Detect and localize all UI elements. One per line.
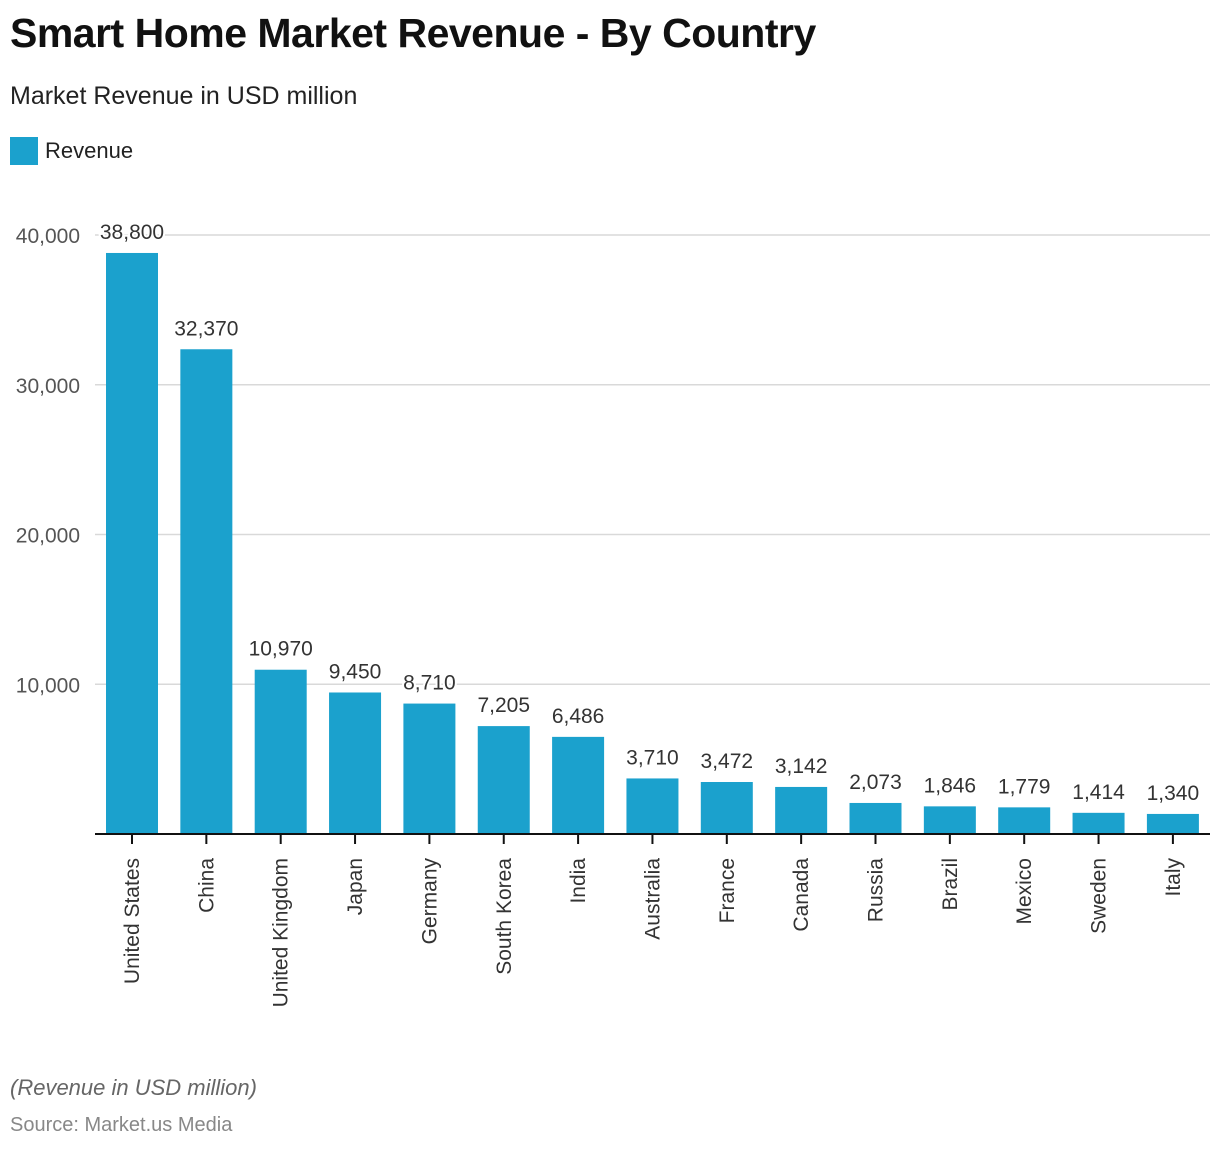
data-label: 1,414: [1072, 781, 1125, 804]
data-label: 2,073: [849, 771, 902, 794]
data-labels: 38,800 32,370 10,970 9,450 8,710 7,205 6,486 3,…: [98, 219, 1201, 807]
x-tick-label: Canada: [790, 858, 813, 932]
data-label: 1,846: [924, 774, 977, 797]
chart-subtitle: Market Revenue in USD million: [10, 82, 358, 110]
bar-chart: 10,000 20,000 30,000 40,000 38,800 32,370 10,…: [16, 219, 1210, 1007]
x-tick-label: Mexico: [1013, 858, 1036, 925]
x-tick-label: Sweden: [1088, 858, 1111, 934]
y-tick-label: 30,000: [16, 375, 80, 398]
bar: [1072, 812, 1125, 834]
gridlines: [95, 234, 1210, 685]
data-label: 10,970: [249, 638, 313, 661]
legend-swatch-revenue: [10, 137, 38, 165]
legend: Revenue: [10, 137, 133, 165]
chart-title: Smart Home Market Revenue - By Country: [10, 10, 816, 56]
y-axis-ticks: 10,000 20,000 30,000 40,000: [16, 225, 80, 697]
data-label: 7,205: [477, 694, 530, 717]
data-label: 8,710: [403, 672, 456, 695]
data-label: 38,800: [100, 221, 164, 244]
data-label: 9,450: [329, 660, 382, 683]
x-tick-label: China: [195, 858, 218, 913]
y-tick-label: 10,000: [16, 674, 80, 697]
bar: [700, 782, 753, 834]
x-tick-label: South Korea: [493, 858, 516, 975]
bar: [775, 786, 828, 834]
bar: [1146, 813, 1199, 834]
data-label: 1,779: [998, 775, 1051, 798]
data-label: 1,340: [1147, 782, 1200, 805]
bar: [849, 802, 902, 834]
bar: [923, 806, 976, 834]
x-axis-ticks: United States China United Kingdom Japan Ger…: [121, 834, 1185, 1007]
bar: [106, 252, 158, 835]
bar: [477, 726, 530, 834]
data-label: 3,710: [626, 746, 679, 769]
data-label: 3,142: [775, 755, 828, 778]
x-tick-label: Australia: [641, 858, 664, 940]
x-tick-label: Germany: [418, 858, 441, 945]
source-credit: Source: Market.us Media: [10, 1114, 233, 1136]
x-tick-label: France: [716, 858, 739, 923]
bar: [180, 349, 233, 834]
bar: [329, 692, 382, 834]
data-label: 3,472: [701, 750, 754, 773]
data-label: 6,486: [552, 705, 605, 728]
x-tick-label: Brazil: [939, 858, 962, 911]
bar: [552, 736, 605, 834]
bar: [998, 807, 1051, 834]
legend-label-revenue: Revenue: [45, 138, 134, 163]
y-tick-label: 40,000: [16, 225, 80, 248]
x-tick-label: Russia: [865, 858, 888, 923]
x-tick-label: Japan: [344, 858, 367, 915]
x-tick-label: United Kingdom: [270, 858, 293, 1007]
x-tick-label: Italy: [1162, 858, 1185, 897]
bar: [626, 778, 679, 834]
x-tick-label: India: [567, 858, 590, 904]
x-tick-label: United States: [121, 858, 144, 984]
data-label: 32,370: [174, 317, 238, 340]
y-tick-label: 20,000: [16, 525, 80, 548]
footnote: (Revenue in USD million): [10, 1075, 257, 1100]
bar: [254, 669, 307, 834]
bars: [106, 252, 1199, 835]
bar: [403, 703, 456, 834]
